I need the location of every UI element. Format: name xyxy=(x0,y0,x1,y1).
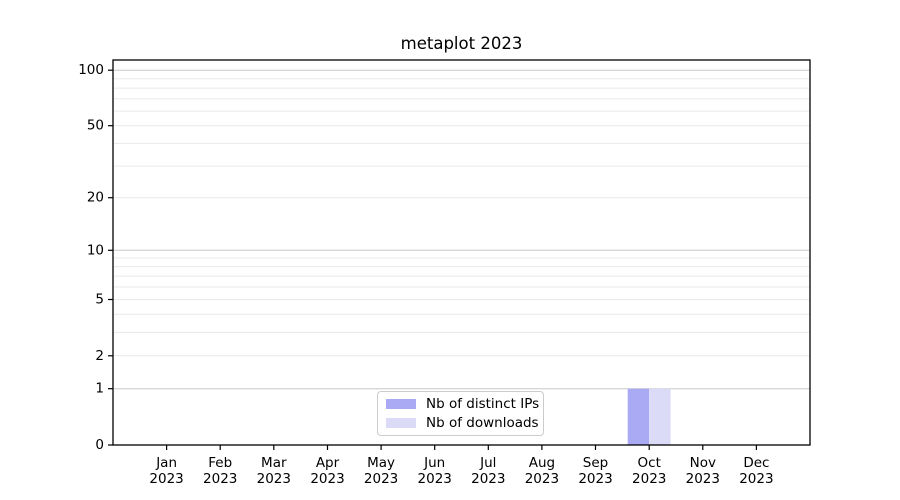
bar-nb-of-distinct-ips-oct xyxy=(627,388,650,445)
x-tick-label-nov-year: 2023 xyxy=(686,471,720,487)
x-tick-label-mar: Mar xyxy=(261,455,287,471)
legend-entry-distinct-ips: Nb of distinct IPs xyxy=(386,396,539,412)
x-tick-label-oct-year: 2023 xyxy=(632,471,666,487)
x-tick-label-aug-year: 2023 xyxy=(525,471,559,487)
legend-swatch-downloads xyxy=(386,418,416,428)
x-tick-label-may-year: 2023 xyxy=(364,471,398,487)
y-tick-label-50: 50 xyxy=(87,118,104,134)
y-tick-label-0: 0 xyxy=(95,437,104,453)
x-tick-label-aug: Aug xyxy=(529,455,555,471)
y-tick-label-20: 20 xyxy=(87,190,104,206)
x-tick-label-jun: Jun xyxy=(423,455,445,471)
bar-nb-of-downloads-oct xyxy=(649,388,671,445)
y-tick-label-5: 5 xyxy=(95,292,104,308)
x-tick-label-jul: Jul xyxy=(479,455,496,471)
x-tick-label-dec: Dec xyxy=(743,455,769,471)
plot-border xyxy=(112,59,811,446)
x-tick-label-jan: Jan xyxy=(155,455,177,471)
x-tick-label-jan-year: 2023 xyxy=(149,471,183,487)
x-tick-label-apr: Apr xyxy=(316,455,340,471)
legend-entry-downloads: Nb of downloads xyxy=(386,415,539,431)
x-tick-label-feb: Feb xyxy=(208,455,232,471)
x-tick-label-sep-year: 2023 xyxy=(578,471,612,487)
y-tick-label-1: 1 xyxy=(95,381,104,397)
y-tick-label-100: 100 xyxy=(78,62,104,78)
x-tick-label-sep: Sep xyxy=(583,455,608,471)
legend-label-downloads: Nb of downloads xyxy=(426,415,539,431)
x-tick-label-mar-year: 2023 xyxy=(257,471,291,487)
x-tick-label-oct: Oct xyxy=(638,455,661,471)
chart-title: metaplot 2023 xyxy=(400,34,523,53)
x-tick-label-feb-year: 2023 xyxy=(203,471,237,487)
legend-swatch-distinct-ips xyxy=(386,399,416,409)
x-tick-label-jul-year: 2023 xyxy=(471,471,505,487)
y-tick-label-10: 10 xyxy=(87,242,104,258)
legend-label-distinct-ips: Nb of distinct IPs xyxy=(426,396,540,412)
x-tick-label-may: May xyxy=(367,455,395,471)
x-tick-label-dec-year: 2023 xyxy=(739,471,773,487)
x-tick-label-jun-year: 2023 xyxy=(418,471,452,487)
x-tick-label-apr-year: 2023 xyxy=(310,471,344,487)
legend: Nb of distinct IPs Nb of downloads xyxy=(377,391,544,436)
y-tick-label-2: 2 xyxy=(95,348,104,364)
x-tick-label-nov: Nov xyxy=(690,455,716,471)
